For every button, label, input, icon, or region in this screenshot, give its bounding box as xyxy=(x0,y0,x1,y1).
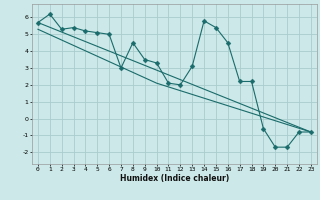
X-axis label: Humidex (Indice chaleur): Humidex (Indice chaleur) xyxy=(120,174,229,183)
